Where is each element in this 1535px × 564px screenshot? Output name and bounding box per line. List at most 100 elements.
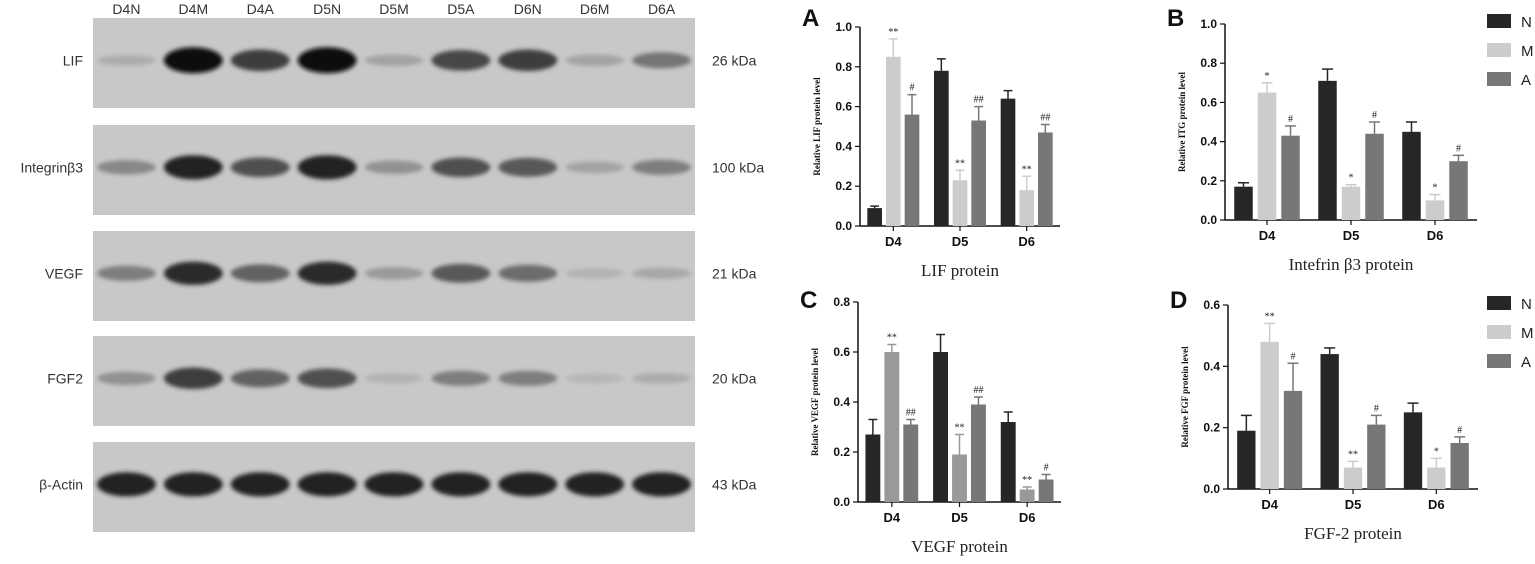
significance-mark: ** <box>888 27 898 38</box>
bar <box>934 70 949 226</box>
x-tick-label: D4 <box>1259 228 1276 243</box>
bar <box>1341 186 1361 220</box>
significance-mark: * <box>1265 71 1270 82</box>
x-tick-label: D5 <box>1345 497 1362 512</box>
bar <box>1038 479 1054 502</box>
significance-mark: ## <box>1040 113 1050 124</box>
blot-band <box>297 368 357 389</box>
bar <box>1320 354 1339 489</box>
significance-mark: * <box>1349 173 1354 184</box>
blot-band <box>498 157 558 177</box>
blot-band <box>632 472 691 497</box>
blot-band <box>498 472 558 497</box>
lane-label: D5M <box>379 1 409 17</box>
blot-band <box>431 50 491 71</box>
bar <box>1038 132 1053 226</box>
bar <box>1365 133 1384 220</box>
lane-label: D4M <box>179 1 209 17</box>
protein-label: FGF2 <box>47 370 83 386</box>
y-tick-label: 0.2 <box>833 445 850 459</box>
bar <box>1019 489 1035 502</box>
protein-label: VEGF <box>45 265 83 281</box>
bar <box>1449 161 1468 220</box>
y-tick-label: 0.8 <box>833 295 850 309</box>
bar <box>867 208 882 226</box>
blot-row: FGF2 20 kDa <box>47 336 757 426</box>
significance-mark: # <box>1291 351 1296 362</box>
x-tick-label: D5 <box>951 510 968 525</box>
y-tick-label: 0.0 <box>833 495 850 509</box>
y-axis-label: Relative VEGF protein level <box>810 347 820 456</box>
blot-band <box>498 264 558 282</box>
panel-letter: A <box>802 5 819 32</box>
y-tick-label: 0.6 <box>835 100 852 114</box>
blot-band <box>97 54 156 66</box>
significance-mark: ** <box>955 158 965 169</box>
blot-band <box>163 367 223 390</box>
x-tick-label: D6 <box>1018 234 1035 249</box>
molecular-weight-label: 100 kDa <box>712 159 764 175</box>
protein-label: β-Actin <box>39 476 83 492</box>
y-tick-label: 0.2 <box>1203 421 1220 435</box>
bar <box>865 434 881 502</box>
bar <box>886 56 901 226</box>
significance-mark: ** <box>1265 311 1275 322</box>
significance-mark: ** <box>1022 475 1032 486</box>
blot-band <box>163 47 223 74</box>
significance-mark: # <box>1372 110 1377 121</box>
y-tick-label: 0.6 <box>1203 298 1220 312</box>
molecular-weight-label: 43 kDa <box>712 476 757 492</box>
y-tick-label: 1.0 <box>835 20 852 34</box>
legend-label: M <box>1521 43 1534 60</box>
y-tick-label: 0.6 <box>1200 95 1217 109</box>
blot-band <box>230 49 290 72</box>
blot-band <box>364 267 424 280</box>
lane-label: D6A <box>648 1 676 17</box>
panel-letter: C <box>800 287 817 314</box>
legend-label: N <box>1521 14 1532 31</box>
legend-swatch <box>1487 43 1511 57</box>
bar <box>1402 131 1421 220</box>
chart-title: LIF protein <box>921 261 999 280</box>
blot-band <box>498 370 558 386</box>
blot-band <box>297 472 357 497</box>
blot-row: β-Actin 43 kDa <box>39 442 757 532</box>
bar <box>904 114 920 226</box>
bar <box>1450 443 1469 489</box>
blot-row: LIF 26 kDa <box>63 18 757 108</box>
blot-band <box>565 54 625 67</box>
blot-band <box>565 161 625 174</box>
blot-band <box>431 263 491 283</box>
protein-label: Integrinβ3 <box>20 159 83 175</box>
significance-mark: # <box>1374 403 1379 414</box>
y-tick-label: 1.0 <box>1200 17 1217 31</box>
blot-band <box>230 369 290 388</box>
lane-label: D6M <box>580 1 610 17</box>
blot-band <box>565 472 625 497</box>
bar <box>1343 467 1363 489</box>
blot-band <box>364 54 424 67</box>
blot-band <box>364 160 424 174</box>
legend-swatch <box>1487 14 1511 28</box>
significance-mark: ** <box>1022 164 1032 175</box>
blot-band <box>163 472 223 497</box>
y-tick-label: 0.0 <box>1200 213 1217 227</box>
significance-mark: ## <box>974 95 984 106</box>
y-tick-label: 0.2 <box>1200 174 1217 188</box>
blot-band <box>230 264 290 283</box>
y-tick-label: 0.2 <box>835 179 852 193</box>
y-tick-label: 0.8 <box>1200 56 1217 70</box>
blot-band <box>297 155 357 180</box>
bar <box>1019 190 1034 226</box>
bar <box>952 454 967 502</box>
blot-row: VEGF 21 kDa <box>45 231 757 321</box>
blot-band <box>97 160 156 175</box>
blot-band <box>565 268 625 279</box>
y-tick-label: 0.0 <box>835 219 852 233</box>
legend-swatch <box>1487 296 1511 310</box>
bar <box>933 352 948 502</box>
significance-mark: # <box>1457 425 1462 436</box>
blot-band <box>297 47 357 74</box>
significance-mark: * <box>1434 446 1439 457</box>
y-tick-label: 0.4 <box>1200 135 1217 149</box>
